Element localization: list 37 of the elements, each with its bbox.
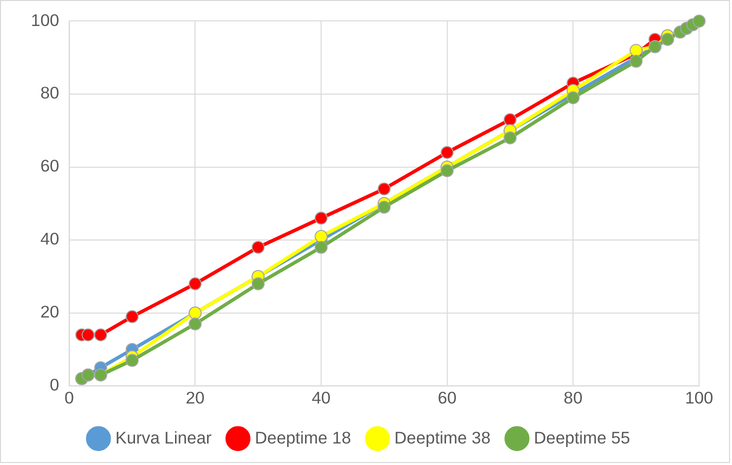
point [314,212,328,225]
legend-label: Deeptime 38 [394,428,491,448]
point [630,44,643,57]
x-tick-label: 80 [564,388,583,408]
point [188,277,202,290]
point [440,164,454,178]
point [82,328,95,342]
legend-label: Kurva Linear [115,428,212,448]
x-tick-label: 60 [438,388,457,408]
y-tick-label: 100 [30,10,60,30]
point [188,317,202,330]
point [504,131,517,144]
y-tick-label: 60 [40,156,60,176]
point [692,14,706,28]
x-tick-label: 100 [684,388,714,408]
x-tick-label: 20 [186,388,205,408]
y-tick-label: 20 [40,302,60,322]
point [94,328,108,342]
y-tick-label: 40 [40,230,60,249]
y-tick-label: 0 [50,376,60,395]
point [314,230,328,243]
legend-label: Deeptime 55 [534,428,630,448]
point [252,240,265,254]
point [504,113,517,126]
x-tick-label: 0 [64,388,74,408]
legend-label: Deeptime 18 [254,428,352,448]
point [314,240,328,254]
point [378,182,391,196]
y-tick-label: 80 [40,84,60,103]
point [126,354,139,367]
point [126,310,139,324]
point [252,277,265,290]
x-tick-label: 40 [312,388,331,408]
point [440,146,454,159]
point [630,54,643,68]
point [378,200,391,214]
point [566,91,580,104]
